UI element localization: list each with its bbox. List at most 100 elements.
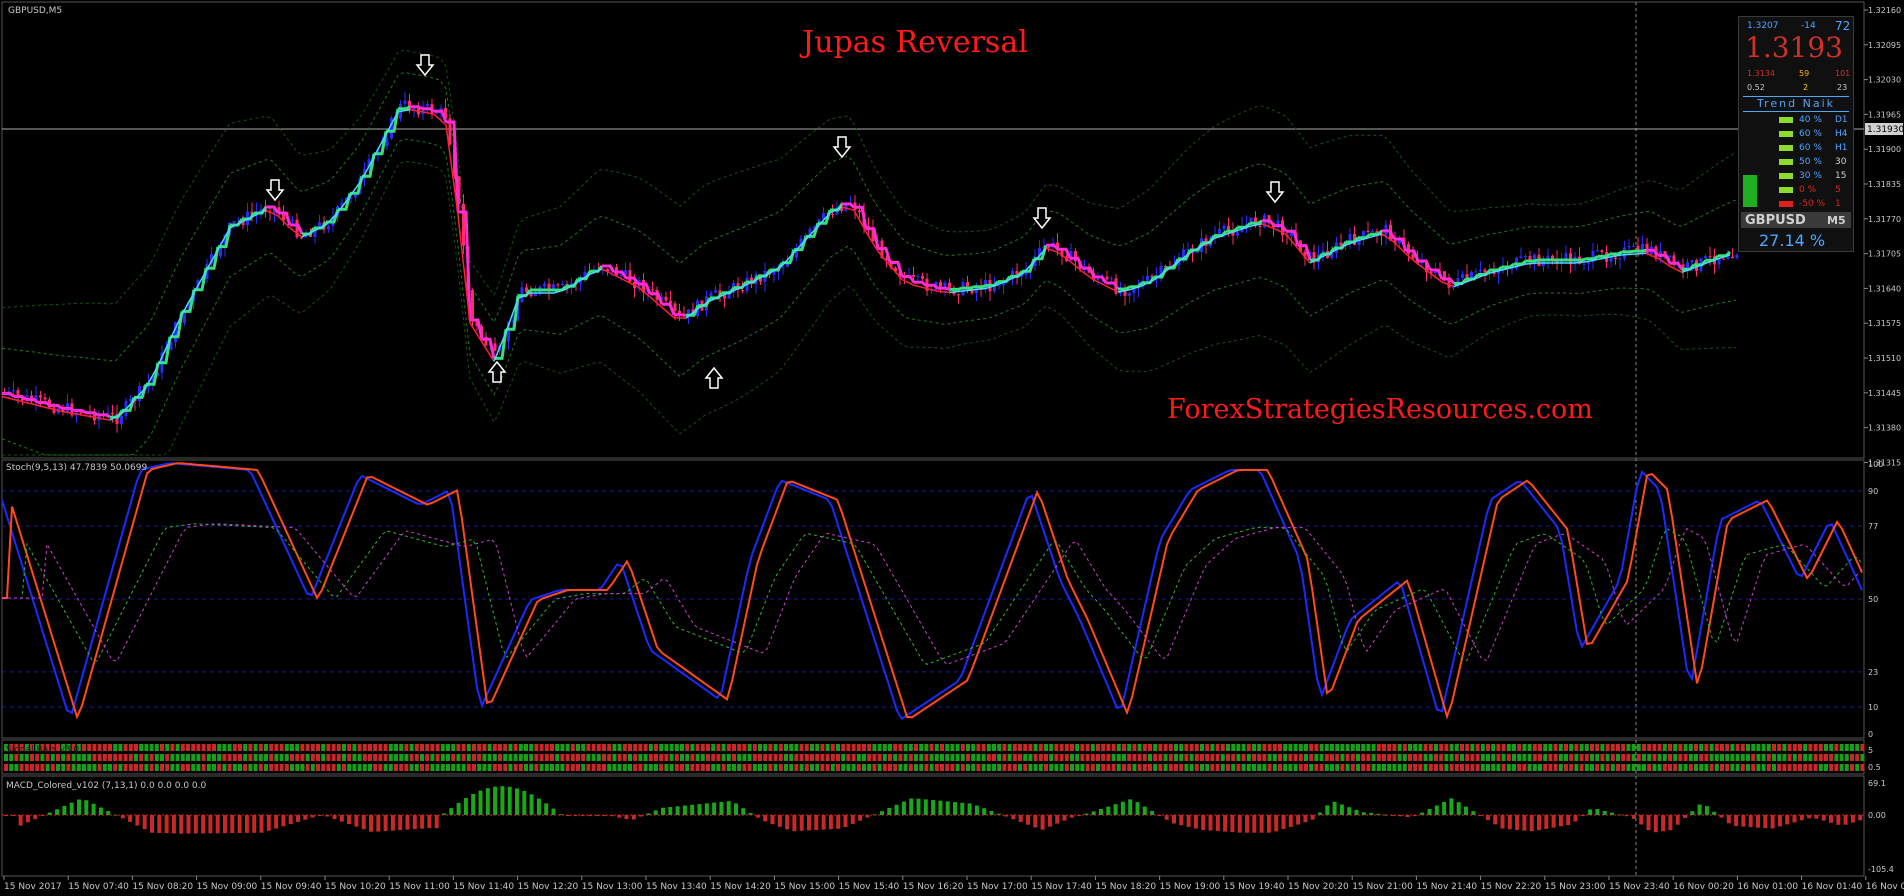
signal-bar <box>1824 744 1828 751</box>
signal-bar <box>1330 764 1334 771</box>
signal-bar <box>836 744 840 751</box>
trend-smooth-segment <box>1441 281 1455 288</box>
signal-bar <box>737 744 742 751</box>
candle-body <box>772 271 776 275</box>
signal-bar <box>1777 754 1782 761</box>
signal-bar <box>555 764 560 771</box>
signal-bar <box>1844 754 1849 761</box>
macd-bar <box>18 815 23 826</box>
macd-bar <box>1661 815 1666 832</box>
candle-body <box>525 287 528 292</box>
macd-bar <box>1186 815 1191 827</box>
macd-bar <box>1529 815 1534 832</box>
candle-body <box>1636 245 1640 253</box>
signal-bar <box>1298 764 1303 771</box>
trend-step-segment <box>614 270 628 279</box>
trend-row-timeframe: H4 <box>1835 129 1848 139</box>
trend-step-segment <box>1622 249 1635 254</box>
signal-bar <box>446 764 450 771</box>
signal-bar <box>222 764 227 771</box>
signal-bar <box>1725 744 1730 751</box>
signal-bar <box>1174 764 1178 771</box>
main-window[interactable] <box>1 1 1865 459</box>
signal-bar <box>92 744 97 751</box>
macd-bar <box>1507 815 1512 830</box>
macd-bar <box>1310 815 1315 820</box>
candle-body <box>1596 250 1599 252</box>
trend-row-bar <box>1779 131 1793 137</box>
signal-bar <box>1324 764 1329 771</box>
signal-bar <box>284 764 289 771</box>
signal-bar <box>1423 744 1428 751</box>
signal-bar <box>487 744 492 751</box>
macd-bar <box>1646 815 1651 831</box>
time-axis-label: 15 Nov 2017 <box>4 882 62 892</box>
trend-smooth-segment <box>1117 288 1131 293</box>
candle-body <box>822 213 825 220</box>
signal-bar <box>1569 754 1574 761</box>
sell-arrow-icon <box>415 54 435 77</box>
trend-smooth-segment <box>841 206 855 211</box>
signal-bar <box>1642 744 1646 751</box>
macd-bar <box>1325 805 1330 815</box>
signal-bar <box>1309 754 1314 761</box>
signal-bar <box>206 754 211 761</box>
signal-bar <box>690 764 695 771</box>
macd-window[interactable] <box>1 775 1865 877</box>
trend-step-segment <box>1202 234 1216 245</box>
signal-bar <box>1465 764 1470 771</box>
macd-bar <box>1588 809 1593 815</box>
signal-bar <box>1480 744 1485 751</box>
time-axis-label: 15 Nov 21:00 <box>1352 882 1413 892</box>
signal-bar <box>934 764 939 771</box>
candle-body <box>471 290 474 322</box>
signal-bar <box>1564 754 1568 761</box>
trend-smooth-segment <box>565 281 579 290</box>
signal-bar <box>1564 764 1568 771</box>
signal-bar <box>971 754 976 761</box>
signal-bar <box>789 764 794 771</box>
macd-bar <box>748 812 753 815</box>
signal-bar <box>1418 744 1423 751</box>
trend-step-segment <box>914 280 927 287</box>
trend-smooth-segment <box>1513 263 1527 268</box>
signal-bar <box>139 754 144 761</box>
signal-bar <box>1740 754 1745 761</box>
signal-bar <box>118 754 123 761</box>
signal-bar <box>4 744 8 751</box>
signal-bar <box>300 744 305 751</box>
buy-arrow-icon <box>487 360 507 383</box>
envelope-band-line <box>1 71 1737 362</box>
signal-bar <box>596 754 601 761</box>
trend-row-timeframe: 15 <box>1835 171 1847 181</box>
macd-bar <box>376 815 381 832</box>
signal-bar <box>368 754 372 761</box>
macd-bar <box>1069 815 1074 818</box>
signal-bar <box>1252 744 1256 751</box>
signal-bar <box>139 744 144 751</box>
price-axis-label: 1.31445 <box>1868 389 1901 398</box>
signal-bar <box>1236 754 1241 761</box>
candle-body <box>1443 271 1446 280</box>
macd-bar <box>420 815 425 829</box>
trend-step-segment <box>1394 237 1408 252</box>
macd-bar <box>244 815 249 833</box>
candle-body <box>1227 225 1230 231</box>
macd-bar <box>449 808 454 815</box>
trend-smooth-segment <box>1429 272 1443 283</box>
signal-bar <box>238 764 242 771</box>
signal-bar <box>440 754 445 761</box>
signal-bar <box>1007 764 1012 771</box>
signal-bar <box>35 744 40 751</box>
signal-bar <box>685 754 690 761</box>
signal-bar <box>1860 764 1865 771</box>
signal-bar <box>711 764 716 771</box>
signal-bar <box>867 764 872 771</box>
trend-step-segment <box>1310 253 1324 262</box>
signal-bar <box>123 754 128 761</box>
candle-body <box>997 285 1001 287</box>
signal-bar <box>851 764 856 771</box>
candle-body <box>219 247 222 257</box>
signal-bar <box>1200 764 1204 771</box>
